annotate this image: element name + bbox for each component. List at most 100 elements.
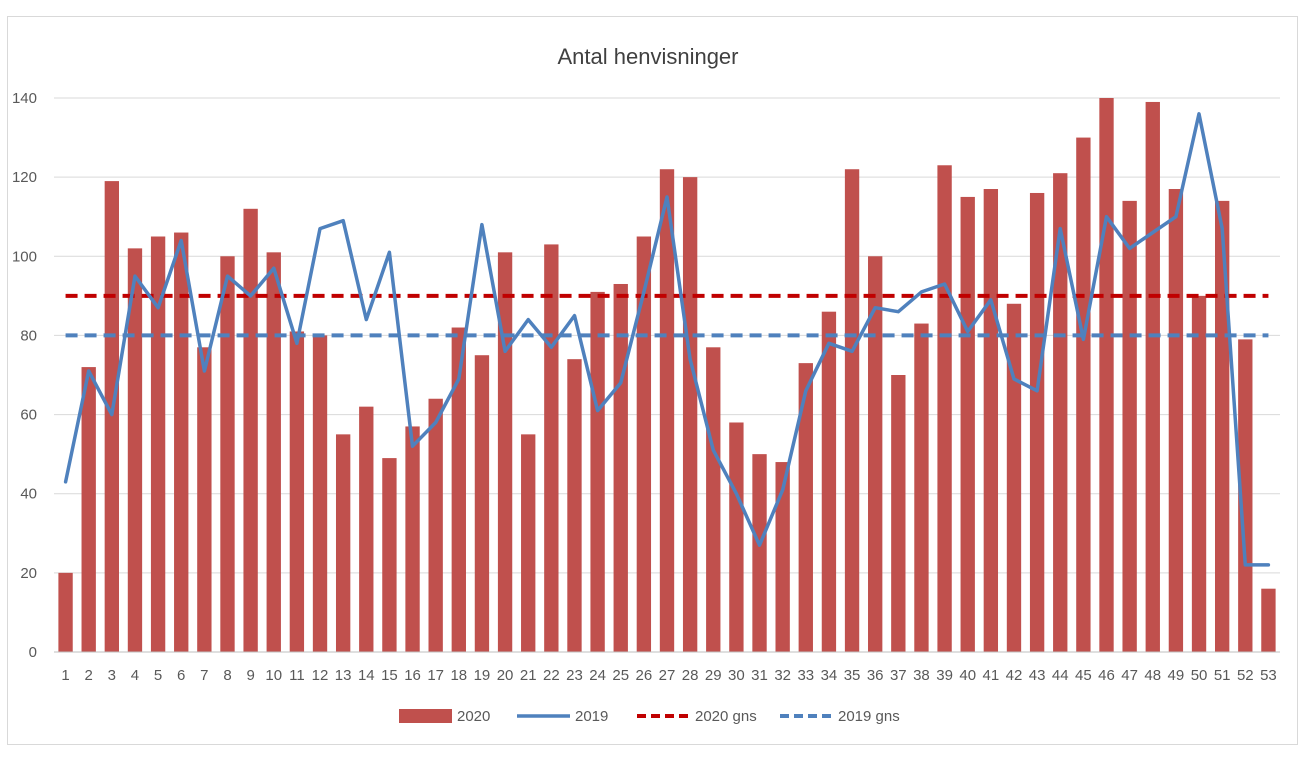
x-tick-label: 39 [936,667,953,684]
bar [636,236,652,652]
bar [844,169,860,652]
y-tick-label: 40 [20,486,37,503]
x-tick-label: 7 [200,667,208,684]
bar [127,248,143,652]
bar [1168,189,1184,652]
y-tick-label: 20 [20,565,37,582]
bar [567,359,582,652]
x-tick-label: 14 [358,667,375,684]
x-tick-label: 18 [450,667,467,684]
x-tick-label: 26 [636,667,653,684]
x-tick-label: 2 [85,667,93,684]
x-tick-label: 49 [1168,667,1185,684]
bar [914,323,929,652]
x-tick-label: 5 [154,667,162,684]
x-tick-label: 9 [246,667,254,684]
bar [289,331,305,652]
x-tick-label: 36 [867,667,884,684]
x-tick-label: 42 [1006,667,1023,684]
x-tick-label: 22 [543,667,560,684]
bar [1122,200,1137,652]
bar [1053,173,1068,652]
x-tick-label: 23 [566,667,583,684]
y-tick-label: 0 [29,644,37,661]
x-tick-label: 25 [612,667,629,684]
bar [706,347,721,652]
x-tick-label: 21 [520,667,537,684]
legend-label: 2019 [575,708,608,725]
x-tick-label: 37 [890,667,907,684]
x-tick-label: 31 [751,667,768,684]
bar [983,189,999,652]
bar [752,454,767,652]
x-tick-label: 51 [1214,667,1231,684]
x-tick-label: 12 [312,667,329,684]
x-tick-label: 43 [1029,667,1046,684]
bar [405,426,420,652]
y-tick-label: 80 [20,327,37,344]
y-tick-label: 100 [12,248,37,265]
x-tick-label: 17 [427,667,444,684]
bar [1006,303,1022,652]
legend-label: 2019 gns [838,708,900,725]
bar [451,327,466,652]
bar [104,181,120,652]
x-tick-label: 1 [61,667,69,684]
bar [428,398,443,652]
x-tick-label: 11 [289,667,305,684]
bar [359,406,374,652]
x-tick-label: 47 [1121,667,1138,684]
x-tick-label: 48 [1144,667,1161,684]
series-line [63,112,1271,567]
x-tick-label: 3 [108,667,116,684]
x-tick-label: 38 [913,667,930,684]
x-tick-label: 16 [404,667,421,684]
bar [335,434,351,652]
x-tick-label: 30 [728,667,745,684]
x-tick-label: 27 [659,667,676,684]
x-tick-label: 6 [177,667,185,684]
legend-label: 2020 [457,708,490,725]
bar [659,169,675,652]
legend-swatch [399,709,452,723]
x-tick-label: 45 [1075,667,1092,684]
bar [497,252,513,653]
chart-title: Antal henvisninger [557,44,738,69]
bar [590,291,605,652]
bar [1191,295,1207,652]
bar [197,347,212,652]
bar [220,256,235,652]
bar [1029,192,1045,652]
x-tick-label: 46 [1098,667,1115,684]
bar [960,196,975,652]
bar [243,208,258,653]
x-tick-label: 15 [381,667,398,684]
bar [382,458,397,652]
x-tick-label: 52 [1237,667,1254,684]
x-tick-label: 29 [705,667,722,684]
bar [544,244,559,652]
bar [150,236,166,652]
bar [821,311,837,652]
x-tick-label: 33 [797,667,814,684]
bar [729,422,744,652]
bar [798,363,813,652]
x-tick-label: 50 [1191,667,1208,684]
bar [58,572,73,652]
bar [81,367,96,652]
x-tick-label: 20 [497,667,514,684]
x-tick-label: 24 [589,667,606,684]
bar [868,256,883,652]
y-tick-label: 140 [12,90,37,107]
bar [521,434,536,652]
bar [682,177,698,652]
x-tick-label: 35 [844,667,861,684]
x-tick-label: 19 [474,667,491,684]
bar [937,165,952,652]
x-tick-label: 8 [223,667,231,684]
x-tick-label: 53 [1260,667,1277,684]
y-tick-label: 120 [12,169,37,186]
bar [1099,98,1114,652]
x-tick-label: 10 [265,667,282,684]
